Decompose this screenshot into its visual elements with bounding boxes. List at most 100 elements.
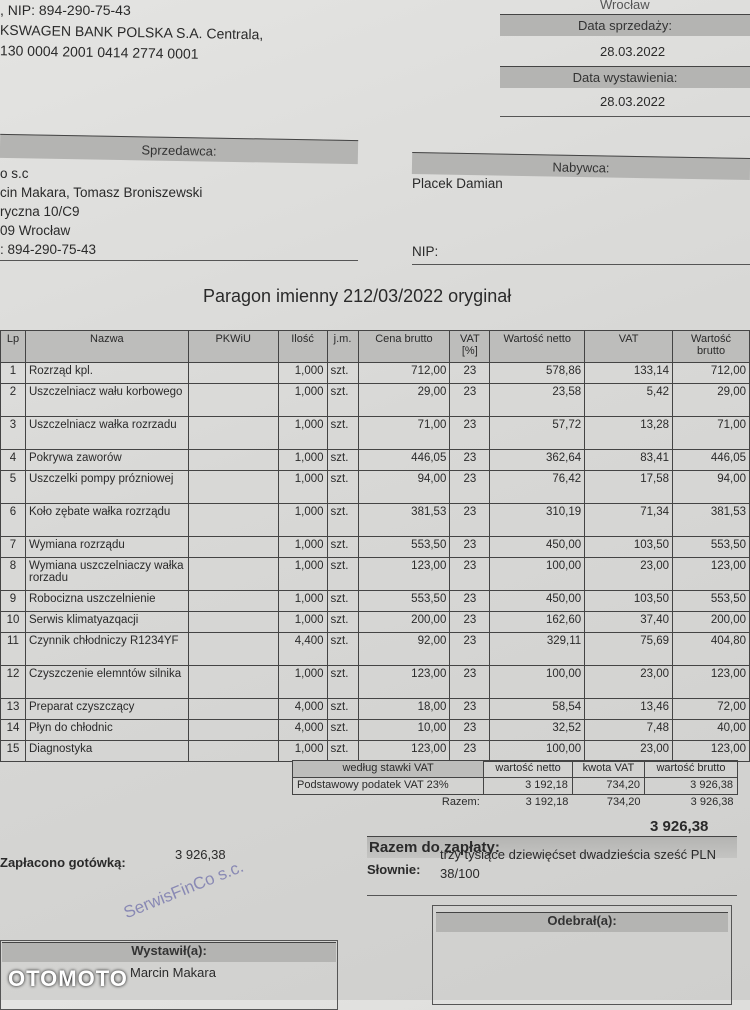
amount-due: 3 926,38 xyxy=(650,818,709,835)
table-cell: Wymiana rozrządu xyxy=(24,536,189,558)
table-cell: Robocizna uszczelnienie xyxy=(24,590,189,612)
table-cell: szt. xyxy=(326,383,359,417)
sale-date-label: Data sprzedaży: xyxy=(500,14,750,36)
table-cell: 446,05 xyxy=(357,449,451,471)
table-cell: 37,40 xyxy=(584,611,674,633)
table-cell: 75,69 xyxy=(584,632,674,666)
table-cell: 57,72 xyxy=(489,416,586,450)
total-netto: 3 192,18 xyxy=(525,796,569,808)
table-cell xyxy=(187,611,279,633)
paid-cash-amount: 3 926,38 xyxy=(175,847,226,862)
table-row: 9 Robocizna uszczelnienie 1,000 szt. 553,50 2… xyxy=(0,590,750,612)
table-cell: szt. xyxy=(326,470,359,504)
table-cell: 23,00 xyxy=(584,665,674,699)
table-row: 2 Uszczelniacz wału korbowego 1,000 szt. 29,… xyxy=(0,383,750,417)
table-cell: 11 xyxy=(0,632,26,666)
table-cell: 15 xyxy=(0,740,26,762)
table-cell: 404,80 xyxy=(672,632,750,666)
table-row: 13 Preparat czyszczący 4,000 szt. 18,00 23 58,… xyxy=(0,698,750,720)
table-cell: 123,00 xyxy=(672,557,750,591)
column-header: Cena brutto xyxy=(357,330,451,363)
table-cell: 712,00 xyxy=(357,362,451,384)
table-cell: 381,53 xyxy=(672,503,750,537)
seller-details: o s.c cin Makara, Tomasz Broniszewski ry… xyxy=(0,164,202,259)
sale-date: 28.03.2022 xyxy=(600,44,666,59)
table-cell: szt. xyxy=(326,416,359,450)
table-cell: 200,00 xyxy=(672,611,750,633)
table-cell: 94,00 xyxy=(357,470,451,504)
column-header: j.m. xyxy=(326,330,359,363)
table-cell: 103,50 xyxy=(584,536,674,558)
table-cell: 14 xyxy=(0,719,26,741)
table-cell: 23 xyxy=(449,719,491,741)
table-cell: 162,60 xyxy=(489,611,586,633)
table-cell: szt. xyxy=(326,362,359,384)
table-cell: 23 xyxy=(449,611,491,633)
table-cell xyxy=(187,449,279,471)
table-cell: 29,00 xyxy=(672,383,750,417)
table-cell: 7,48 xyxy=(584,719,674,741)
table-cell: Czyszczenie elemntów silnika xyxy=(24,665,189,699)
table-cell: 553,50 xyxy=(357,536,451,558)
table-cell: 13,46 xyxy=(584,698,674,720)
table-cell: 17,58 xyxy=(584,470,674,504)
column-header: VAT [%] xyxy=(449,330,491,363)
paid-cash-label: Zapłacono gotówką: xyxy=(0,855,126,870)
table-cell: 133,14 xyxy=(584,362,674,384)
table-cell: szt. xyxy=(326,740,359,762)
summary-rate: Podstawowy podatek VAT 23% xyxy=(291,777,485,795)
bank-name: KSWAGEN BANK POLSKA S.A. Centrala, xyxy=(0,21,264,43)
table-cell: 1,000 xyxy=(277,362,328,384)
table-cell: 100,00 xyxy=(489,665,586,699)
table-cell: Płyn do chłodnic xyxy=(24,719,189,741)
table-cell: 76,42 xyxy=(489,470,586,504)
table-cell: 23 xyxy=(449,503,491,537)
table-cell: 23 xyxy=(449,470,491,504)
table-cell xyxy=(187,740,279,762)
table-cell: Preparat czyszczący xyxy=(24,698,189,720)
table-cell: 1,000 xyxy=(277,449,328,471)
table-cell: 1,000 xyxy=(277,470,328,504)
table-cell: 103,50 xyxy=(584,590,674,612)
seller-line: ryczna 10/C9 xyxy=(0,204,80,219)
table-cell: 23 xyxy=(449,362,491,384)
table-cell: 5,42 xyxy=(584,383,674,417)
buyer-nip-label: NIP: xyxy=(412,244,439,259)
table-cell: 7 xyxy=(0,536,26,558)
table-cell: 10 xyxy=(0,611,26,633)
table-cell: Czynnik chłodniczy R1234YF xyxy=(24,632,189,666)
table-row: 1 Rozrząd kpl. 1,000 szt. 712,00 23 578,86 133,… xyxy=(0,362,750,384)
table-cell: 72,00 xyxy=(672,698,750,720)
column-header: PKWiU xyxy=(187,330,279,363)
table-cell: Uszczelniacz wałka rozrzadu xyxy=(24,416,189,450)
total-vat: 734,20 xyxy=(606,796,641,808)
table-cell: 329,11 xyxy=(489,632,586,666)
table-cell: 23 xyxy=(449,632,491,666)
table-cell: 92,00 xyxy=(357,632,451,666)
table-cell: 23 xyxy=(449,449,491,471)
table-cell: szt. xyxy=(326,611,359,633)
table-row: 15 Diagnostyka 1,000 szt. 123,00 23 100,00 23,0… xyxy=(0,740,750,762)
column-header: Wartość netto xyxy=(489,330,586,363)
table-cell: 1,000 xyxy=(277,416,328,450)
table-cell: 9 xyxy=(0,590,26,612)
summary-header: wartość brutto xyxy=(644,760,738,778)
amount-in-words-cents: 38/100 xyxy=(440,866,480,881)
table-row: 14 Płyn do chłodnic 4,000 szt. 10,00 23 32,52 7… xyxy=(0,719,750,741)
table-cell: 23 xyxy=(449,536,491,558)
summary-header: wartość netto xyxy=(483,760,573,778)
table-cell: 1,000 xyxy=(277,590,328,612)
table-cell xyxy=(187,503,279,537)
seller-line: o s.c xyxy=(0,166,29,181)
table-cell: 83,41 xyxy=(584,449,674,471)
document-title: Paragon imienny 212/03/2022 oryginał xyxy=(203,286,512,306)
table-cell: 71,34 xyxy=(584,503,674,537)
table-row: 8 Wymiana uszczelniaczy wałka rorzadu 1,00… xyxy=(0,557,750,591)
table-cell: 8 xyxy=(0,557,26,591)
total-brutto: 3 926,38 xyxy=(690,796,734,808)
table-row: 7 Wymiana rozrządu 1,000 szt. 553,50 23 450,00… xyxy=(0,536,750,558)
table-cell: szt. xyxy=(326,665,359,699)
table-cell: 123,00 xyxy=(357,557,451,591)
table-cell: 1,000 xyxy=(277,740,328,762)
table-cell: szt. xyxy=(326,719,359,741)
